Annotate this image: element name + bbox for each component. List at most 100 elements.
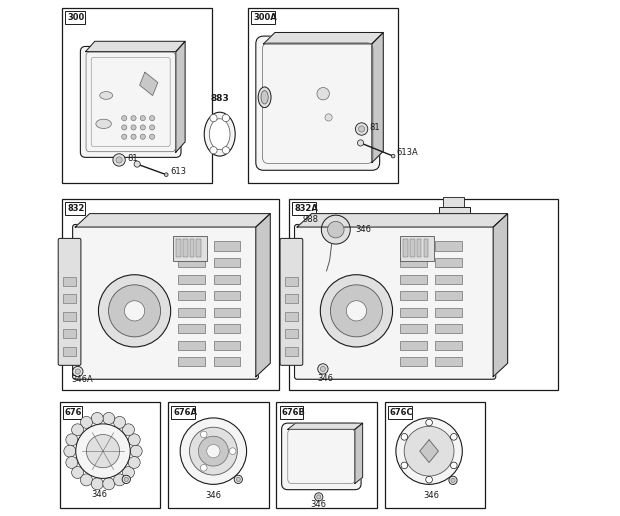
Circle shape (66, 457, 78, 469)
Bar (63, 199, 279, 390)
Circle shape (200, 431, 207, 438)
Circle shape (131, 134, 136, 139)
Circle shape (426, 420, 432, 426)
Bar (401, 324, 427, 333)
Text: 346: 346 (92, 490, 108, 499)
Ellipse shape (100, 92, 113, 99)
Bar (213, 291, 241, 300)
Bar (251, 11, 275, 24)
Circle shape (64, 445, 76, 457)
Circle shape (325, 114, 332, 121)
Circle shape (91, 478, 103, 490)
Bar (213, 275, 241, 284)
Circle shape (449, 476, 457, 485)
Bar (285, 347, 298, 356)
Circle shape (210, 115, 217, 122)
Bar (401, 241, 427, 251)
Bar (280, 406, 303, 419)
Circle shape (223, 115, 229, 122)
Circle shape (321, 366, 326, 372)
Circle shape (404, 426, 454, 476)
Text: 300: 300 (68, 13, 85, 22)
Circle shape (149, 116, 154, 121)
Circle shape (401, 433, 408, 440)
Bar (385, 402, 485, 508)
Text: 81: 81 (370, 123, 381, 132)
Bar (63, 8, 212, 183)
Circle shape (317, 495, 321, 499)
Ellipse shape (96, 119, 112, 128)
Bar (213, 308, 241, 317)
Bar (66, 202, 85, 215)
Bar (401, 341, 427, 350)
Ellipse shape (210, 119, 230, 150)
Bar (290, 199, 557, 390)
FancyBboxPatch shape (281, 423, 361, 490)
Bar (435, 308, 463, 317)
Circle shape (198, 436, 228, 466)
Circle shape (86, 434, 120, 467)
Text: 300A: 300A (253, 13, 277, 22)
Circle shape (149, 125, 154, 130)
Circle shape (149, 134, 154, 139)
Circle shape (131, 125, 136, 130)
Circle shape (358, 126, 365, 132)
Circle shape (103, 478, 115, 490)
Circle shape (451, 462, 457, 469)
Circle shape (113, 474, 126, 486)
Polygon shape (86, 41, 185, 52)
Bar (63, 294, 76, 303)
Circle shape (113, 416, 126, 428)
Bar (410, 239, 415, 257)
Bar (173, 236, 207, 261)
Bar (197, 239, 201, 257)
Bar (404, 239, 408, 257)
Circle shape (122, 116, 127, 121)
Circle shape (134, 161, 140, 167)
Circle shape (123, 424, 135, 436)
Bar (443, 197, 464, 207)
Circle shape (140, 125, 146, 130)
Text: 81: 81 (127, 154, 138, 163)
Bar (179, 308, 205, 317)
Circle shape (113, 154, 125, 166)
Circle shape (426, 476, 432, 483)
Ellipse shape (204, 112, 235, 156)
Bar (401, 236, 434, 261)
FancyBboxPatch shape (294, 224, 496, 379)
Ellipse shape (258, 87, 271, 107)
Bar (179, 291, 205, 300)
Bar (63, 312, 76, 321)
Bar (179, 241, 205, 251)
Bar (213, 324, 241, 333)
FancyBboxPatch shape (256, 36, 379, 170)
Circle shape (66, 434, 78, 446)
Bar (213, 258, 241, 267)
Bar (401, 291, 427, 300)
Text: 832A: 832A (294, 204, 319, 213)
Circle shape (122, 475, 130, 483)
Circle shape (75, 369, 81, 374)
Polygon shape (297, 214, 508, 227)
Text: 613: 613 (170, 167, 187, 176)
Bar (401, 308, 427, 317)
Text: 346: 346 (311, 499, 327, 509)
Bar (285, 312, 298, 321)
Polygon shape (420, 440, 438, 462)
Bar (179, 324, 205, 333)
Circle shape (321, 275, 392, 347)
Circle shape (314, 493, 323, 501)
Bar (213, 241, 241, 251)
Circle shape (355, 123, 368, 135)
Circle shape (229, 448, 236, 455)
Text: 883: 883 (210, 94, 229, 103)
Bar (435, 324, 463, 333)
Bar (179, 258, 205, 267)
Circle shape (190, 427, 237, 475)
Bar (293, 202, 316, 215)
Circle shape (103, 412, 115, 425)
Circle shape (73, 366, 83, 377)
Circle shape (327, 221, 344, 238)
Circle shape (234, 475, 242, 483)
Bar (63, 277, 76, 286)
